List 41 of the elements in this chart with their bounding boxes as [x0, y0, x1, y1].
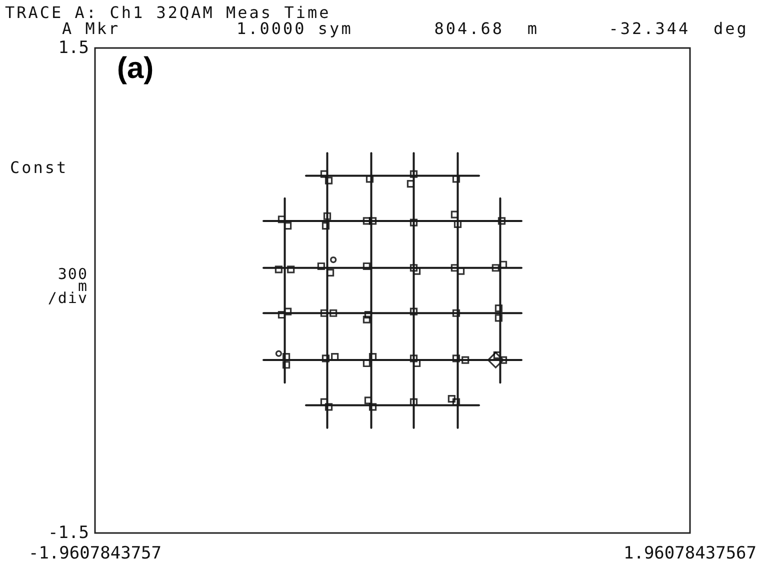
point — [410, 218, 418, 226]
point — [362, 262, 371, 270]
annotation: (a) — [117, 52, 154, 85]
y-tick-label: -1.5 — [48, 523, 89, 543]
point — [287, 266, 295, 274]
point — [410, 308, 418, 316]
point — [487, 352, 504, 368]
point — [330, 256, 337, 264]
point — [278, 310, 286, 319]
y-tick-label: 1.5 — [58, 38, 89, 58]
point — [498, 217, 506, 225]
point — [410, 264, 418, 272]
point — [317, 262, 325, 270]
point — [322, 354, 330, 362]
point — [362, 316, 371, 324]
point — [368, 217, 377, 225]
chart-subtitle: A Mkr 1.0000 sym 804.68 m -32.344 deg — [62, 19, 748, 38]
point — [410, 354, 418, 362]
point — [462, 356, 470, 364]
text: 300 m /div — [46, 265, 88, 307]
point — [494, 314, 503, 322]
point — [452, 354, 460, 362]
point — [324, 403, 333, 411]
y-axis-title: Const — [10, 158, 68, 177]
point — [275, 350, 282, 357]
point — [492, 264, 500, 272]
point — [323, 212, 332, 220]
point — [494, 304, 503, 312]
x-tick-label: 1.96078437567 — [623, 544, 757, 564]
point — [330, 309, 338, 317]
point — [362, 217, 371, 225]
point — [448, 395, 456, 403]
x-tick-label: -1.9607843757 — [28, 544, 162, 564]
point — [368, 403, 377, 411]
point — [452, 309, 460, 317]
point — [324, 176, 333, 184]
point — [274, 266, 283, 274]
point — [322, 222, 330, 230]
point — [410, 170, 418, 178]
point — [282, 361, 290, 369]
chart-title: TRACE A: Ch1 32QAM Meas Time — [5, 3, 331, 22]
